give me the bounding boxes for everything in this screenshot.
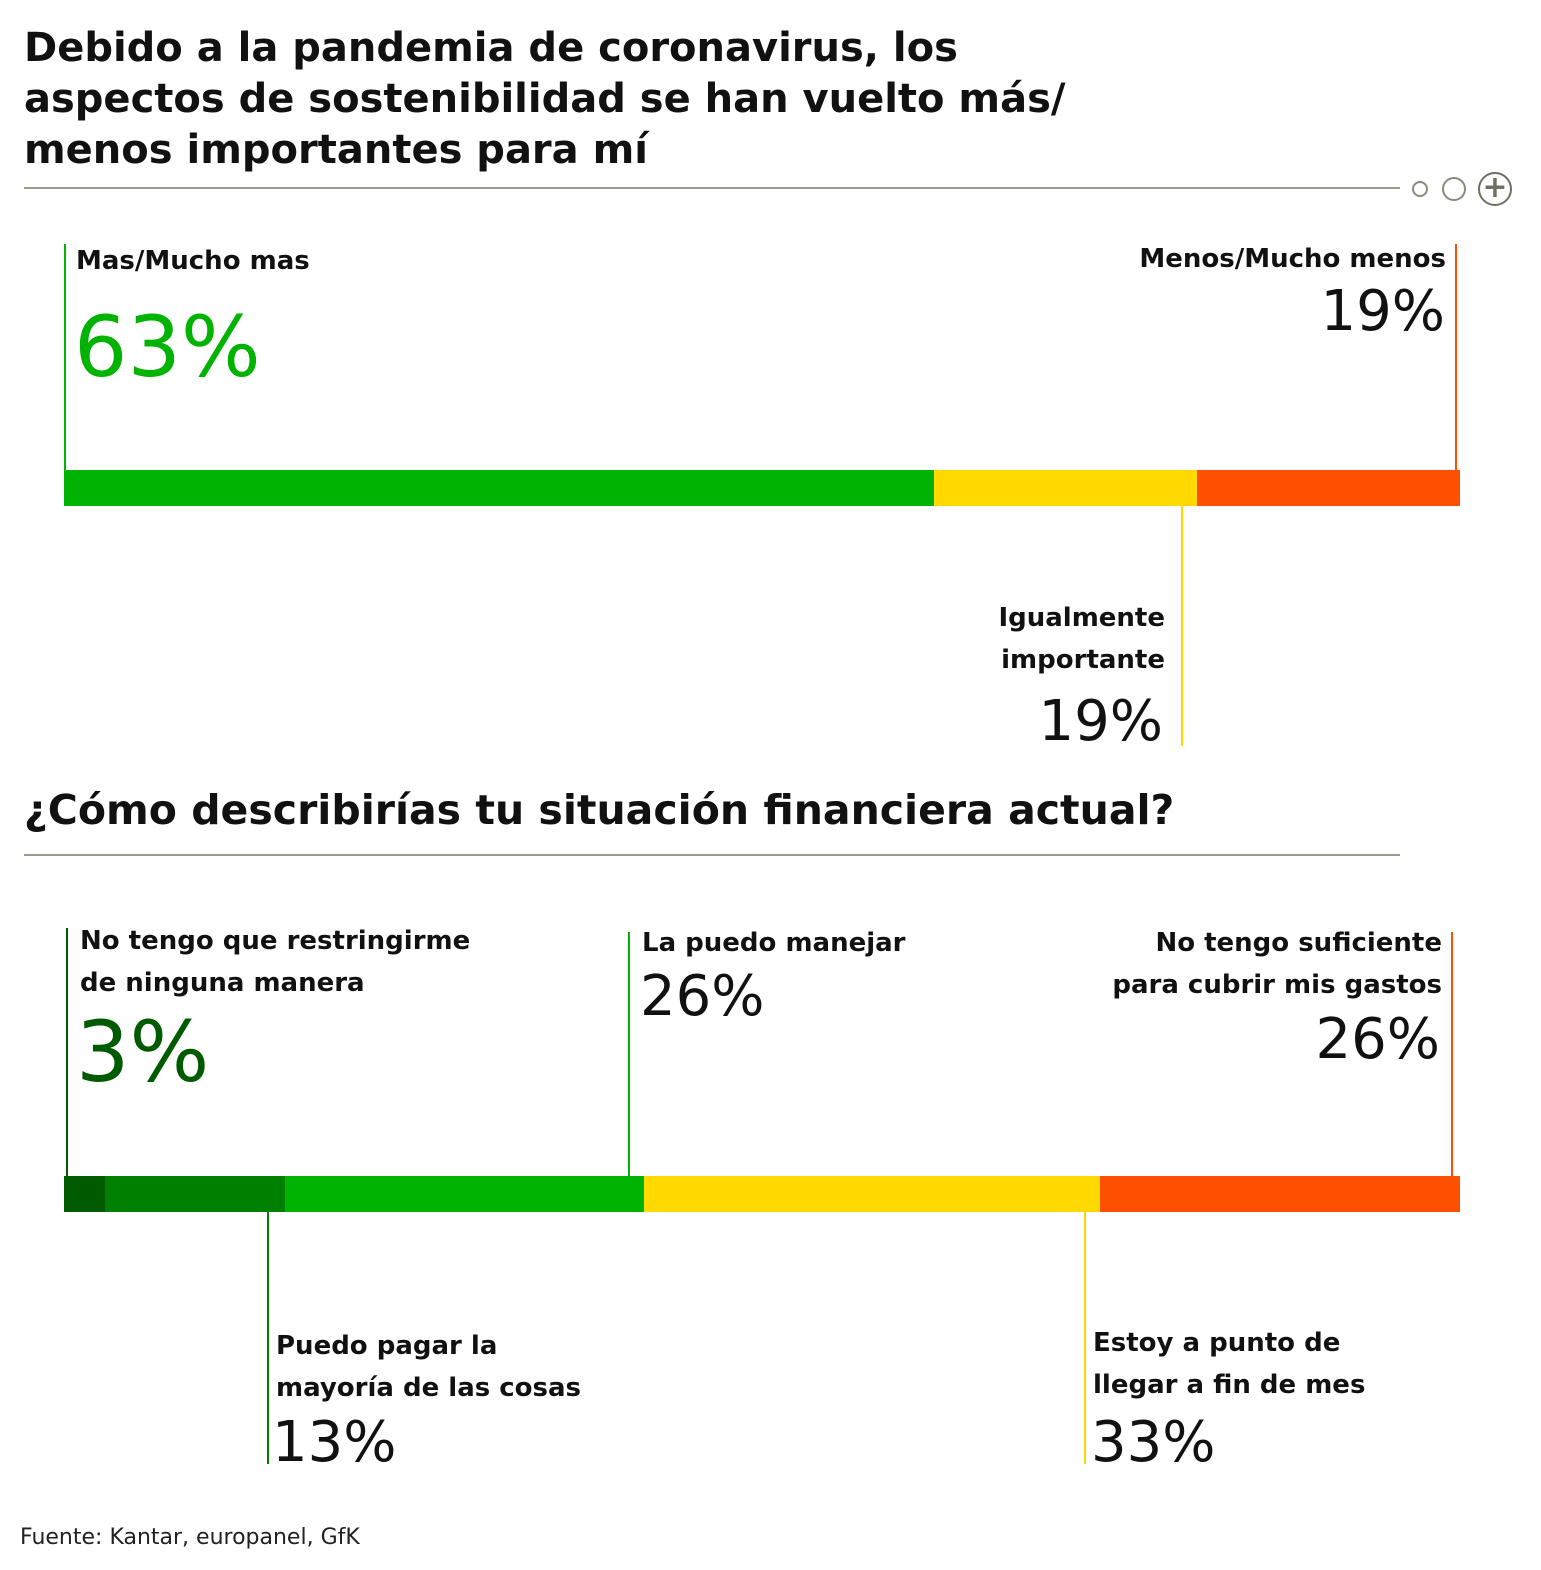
chart1-title-line: menos importantes para mí (24, 127, 648, 173)
chart1-label-line: importante (1001, 645, 1165, 675)
chart2-label-line: No tengo suficiente (1155, 928, 1442, 958)
chart2-data-label: 26% (1315, 1007, 1440, 1072)
chart2-bar-segment (1099, 1176, 1460, 1212)
chart1-data-label: 63% (74, 298, 261, 396)
chart2-leader-line (1084, 1210, 1086, 1464)
chart1-series-label: Menos/Mucho menos (1139, 244, 1446, 274)
chart1-leader-line (1455, 244, 1457, 470)
chart2-bar-segment (64, 1176, 106, 1212)
chart1-title-line: aspectos de sostenibilidad se han vuelto… (24, 76, 1066, 122)
chart1-bar-segment (934, 470, 1198, 506)
chart2-series-label: Puedo pagar la mayoría de las cosas (276, 1325, 581, 1409)
small-circle-icon[interactable] (1412, 181, 1428, 197)
chart1-label-line: Igualmente (998, 603, 1165, 633)
chart2-series-label: No tengo que restringirme de ninguna man… (80, 920, 470, 1004)
chart2-title-rule (24, 854, 1400, 856)
chart2-data-label: 33% (1091, 1410, 1216, 1475)
chart1-title: Debido a la pandemia de coronavirus, los… (24, 28, 1224, 181)
chart2-series-label: No tengo suficiente para cubrir mis gast… (1112, 922, 1442, 1006)
chart2-bar-segment (644, 1176, 1101, 1212)
chart1-title-line: Debido a la pandemia de coronavirus, los (24, 25, 958, 71)
chart1-data-label: 19% (1038, 689, 1163, 754)
chart2-leader-line (1451, 932, 1453, 1176)
chart1-data-label: 19% (1320, 279, 1445, 344)
chart2-leader-line (66, 928, 68, 1176)
chart2-bar-segment (284, 1176, 645, 1212)
chart2-title: ¿Cómo describirías tu situación financie… (24, 786, 1175, 834)
chart2-leader-line (267, 1210, 269, 1464)
chart2-bar-segment (105, 1176, 286, 1212)
chart2-series-label: Estoy a punto de llegar a fin de mes (1093, 1322, 1365, 1406)
chart2-label-line: llegar a fin de mes (1093, 1370, 1366, 1400)
circle-icon[interactable] (1442, 177, 1466, 201)
chart2-data-label: 26% (640, 964, 765, 1029)
source-note: Fuente: Kantar, europanel, GfK (20, 1525, 360, 1550)
chart2-label-line: No tengo que restringirme (80, 926, 471, 956)
chart1-title-rule (24, 187, 1400, 189)
chart1-bar-segment (1196, 470, 1460, 506)
chart2-data-label: 3% (76, 1003, 210, 1101)
chart1-series-label: Igualmente importante (998, 597, 1165, 681)
chart2-label-line: para cubrir mis gastos (1112, 970, 1442, 1000)
chart2-label-line: mayoría de las cosas (276, 1373, 582, 1403)
chart2-series-label: La puedo manejar (642, 928, 906, 958)
chart2-label-line: de ninguna manera (80, 968, 365, 998)
plus-circle-icon[interactable]: + (1478, 172, 1512, 206)
chart2-label-line: Estoy a punto de (1093, 1328, 1341, 1358)
chart2-data-label: 13% (272, 1410, 397, 1475)
chart2-label-line: Puedo pagar la (276, 1331, 498, 1361)
chart1-leader-line (64, 244, 66, 470)
chart1-leader-line (1181, 506, 1183, 746)
chart1-series-label: Mas/Mucho mas (76, 246, 310, 276)
chart1-bar-segment (64, 470, 935, 506)
chart2-leader-line (628, 932, 630, 1176)
